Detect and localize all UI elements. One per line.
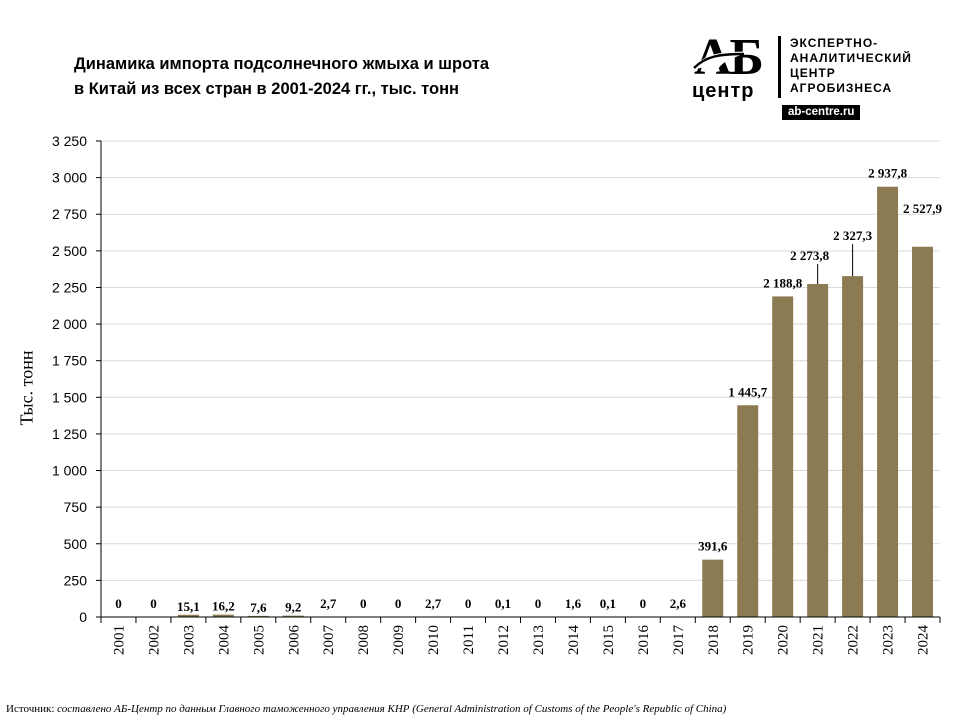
source-label: Источник: — [6, 703, 55, 715]
chart-title-line-2: в Китай из всех стран в 2001-2024 гг., т… — [74, 80, 460, 98]
data-label-2009: 0 — [395, 596, 402, 611]
source-text: составлено АБ-Центр по данным Главного т… — [57, 703, 727, 715]
x-tick-label: 2008 — [356, 625, 372, 655]
bar-2023 — [877, 186, 899, 618]
bar-2019 — [737, 405, 759, 617]
data-label-2018: 391,6 — [698, 539, 728, 554]
bar-2021 — [807, 283, 829, 617]
y-tick-label: 1 000 — [52, 463, 87, 479]
x-tick-label: 2020 — [776, 625, 792, 655]
bar-2024 — [912, 246, 934, 617]
x-tick-label: 2013 — [531, 625, 547, 655]
x-tick-label: 2023 — [881, 625, 897, 655]
data-label-2010: 2,7 — [425, 596, 442, 611]
y-tick-label: 1 250 — [52, 426, 87, 442]
x-tick-label: 2001 — [111, 625, 127, 655]
logo-text: ЭКСПЕРТНО- АНАЛИТИЧЕСКИЙ ЦЕНТР АГРОБИЗНЕ… — [790, 36, 912, 96]
logo-text-line-2: АНАЛИТИЧЕСКИЙ — [790, 51, 912, 65]
data-label-2011: 0 — [465, 596, 472, 611]
x-tick-label: 2009 — [391, 625, 407, 655]
data-label-2007: 2,7 — [320, 596, 337, 611]
x-tick-label: 2022 — [846, 625, 862, 655]
y-tick-label: 2 250 — [52, 279, 87, 295]
y-tick-label: 3 000 — [52, 170, 87, 186]
data-label-2003: 15,1 — [177, 599, 200, 614]
x-tick-label: 2002 — [146, 625, 162, 655]
y-tick-label: 3 250 — [52, 133, 87, 149]
x-tick-label: 2018 — [706, 625, 722, 655]
bar-chart: 0 250 500 750 1 000 1 250 1 500 1 750 2 000 2 250… — [52, 133, 943, 656]
x-tick-label: 2010 — [426, 625, 442, 655]
bar-2020 — [772, 296, 794, 617]
logo-text-line-3: ЦЕНТР — [790, 66, 836, 80]
leader-lines — [817, 244, 854, 284]
data-label-2020: 2 188,8 — [763, 275, 803, 290]
data-label-2012: 0,1 — [495, 596, 511, 611]
data-label-2006: 9,2 — [285, 600, 301, 615]
y-tick-label: 750 — [64, 499, 88, 515]
data-label-2023: 2 937,8 — [868, 166, 908, 181]
chart-title: Динамика импорта подсолнечного жмыха и ш… — [74, 52, 594, 102]
bar-2003 — [177, 614, 199, 617]
logo-mark-centr: центр — [692, 80, 755, 102]
x-axis-tick-labels: 2001 2002 2003 2004 2005 2006 2007 2008 2009 2010… — [100, 617, 941, 656]
data-label-2013: 0 — [535, 596, 542, 611]
ab-centre-logo: АБ центр ЭКСПЕРТНО- АНАЛИТИЧЕСКИЙ ЦЕНТР … — [690, 29, 940, 124]
data-label-2021: 2 273,8 — [790, 248, 830, 263]
source-note: Источник: составлено АБ-Центр по данным … — [6, 703, 726, 715]
y-tick-label: 2 750 — [52, 206, 87, 222]
x-tick-label: 2021 — [811, 625, 827, 655]
data-label-2017: 2,6 — [670, 596, 687, 611]
data-label-2019: 1 445,7 — [728, 384, 768, 399]
x-tick-label: 2015 — [601, 625, 617, 655]
data-labels: 0 0 15,1 16,2 7,6 9,2 2,7 0 0 2,7 0 0,1 0 1,6 0,1 0 2,6 3… — [115, 166, 942, 615]
y-tick-label: 2 500 — [52, 243, 87, 259]
x-tick-label: 2011 — [461, 625, 477, 654]
y-tick-label: 0 — [79, 609, 87, 625]
logo-mark: АБ центр — [690, 29, 780, 104]
y-tick-label: 1 750 — [52, 353, 87, 369]
chart-title-line-1: Динамика импорта подсолнечного жмыха и ш… — [74, 55, 490, 73]
bar-2004 — [212, 614, 234, 617]
logo-divider — [778, 36, 781, 98]
data-label-2016: 0 — [640, 596, 647, 611]
bar-2018 — [702, 559, 724, 617]
y-axis-tick-labels: 0 250 500 750 1 000 1 250 1 500 1 750 2 000 2 250… — [52, 133, 101, 625]
data-label-2008: 0 — [360, 596, 367, 611]
y-tick-label: 250 — [64, 572, 88, 588]
x-tick-label: 2019 — [741, 625, 757, 655]
data-label-2004: 16,2 — [212, 599, 235, 614]
data-label-2002: 0 — [150, 596, 157, 611]
data-label-2001: 0 — [115, 596, 122, 611]
x-tick-label: 2007 — [321, 625, 337, 656]
x-tick-label: 2017 — [671, 625, 687, 656]
logo-text-line-4: АГРОБИЗНЕСА — [790, 81, 893, 95]
data-label-2024: 2 527,9 — [903, 201, 943, 216]
x-tick-label: 2014 — [566, 625, 582, 656]
bar-2022 — [842, 276, 864, 617]
bars — [177, 186, 934, 618]
y-tick-label: 1 500 — [52, 389, 87, 405]
y-tick-label: 2 000 — [52, 316, 87, 332]
data-label-2022: 2 327,3 — [833, 228, 873, 243]
bar-2006 — [282, 615, 304, 617]
data-label-2014: 1,6 — [565, 596, 582, 611]
x-tick-label: 2006 — [286, 625, 302, 656]
data-label-2015: 0,1 — [600, 596, 616, 611]
x-tick-label: 2005 — [251, 625, 267, 655]
x-tick-label: 2024 — [916, 625, 932, 656]
x-tick-label: 2004 — [216, 625, 232, 656]
bird-icon — [690, 51, 749, 73]
data-label-2005: 7,6 — [250, 600, 267, 615]
grid-lines — [101, 140, 940, 581]
logo-text-line-1: ЭКСПЕРТНО- — [790, 36, 879, 50]
logo-url: ab-centre.ru — [782, 105, 861, 120]
x-tick-label: 2003 — [181, 625, 197, 655]
y-tick-label: 500 — [64, 536, 88, 552]
x-tick-label: 2016 — [636, 625, 652, 656]
x-tick-label: 2012 — [496, 625, 512, 655]
bar-2005 — [247, 615, 269, 617]
